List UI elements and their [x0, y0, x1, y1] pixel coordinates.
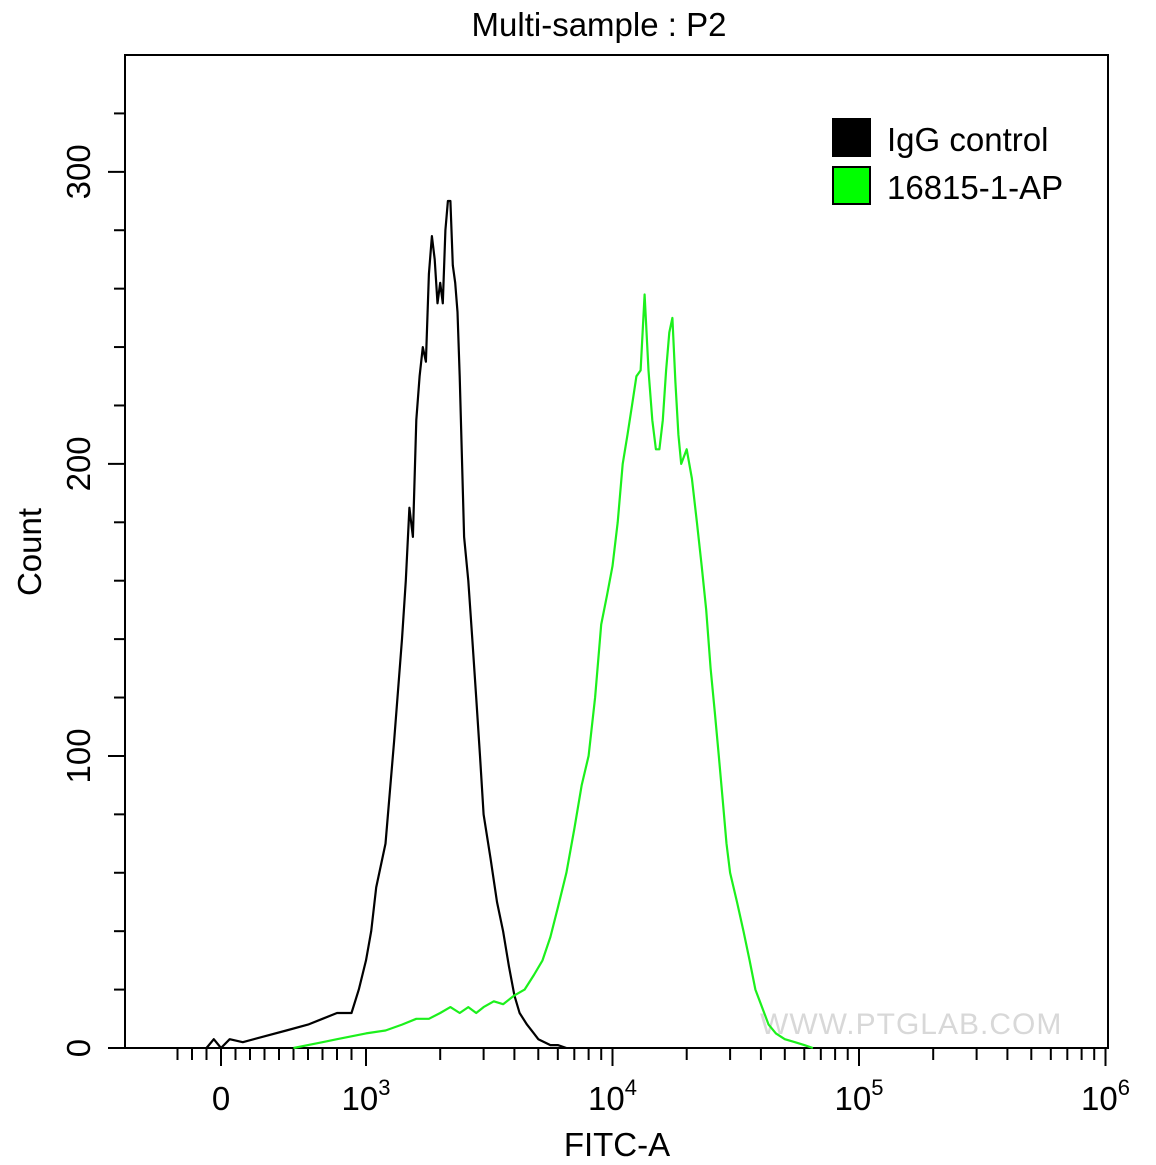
legend: IgG control 16815-1-AP [832, 118, 1063, 206]
legend-swatch-16815-1-ap [832, 166, 871, 205]
x-axis: 0 103 104 105 106 [176, 1048, 1130, 1117]
series-line-igg-control [205, 199, 567, 1050]
watermark-text: WWW.PTGLAB.COM [760, 1008, 1062, 1041]
x-tick-label: 105 [835, 1075, 884, 1117]
series-line-16815-1-ap [293, 293, 814, 1050]
y-axis: 0 100 200 300 [60, 112, 125, 1057]
series-layer [205, 199, 814, 1050]
y-tick-label: 300 [60, 144, 97, 199]
x-axis-label: FITC-A [564, 1126, 670, 1163]
x-tick-label: 106 [1081, 1075, 1130, 1117]
x-tick-label: 0 [212, 1080, 230, 1117]
legend-swatch-igg-control [832, 118, 871, 157]
legend-label-igg-control: IgG control [887, 121, 1048, 158]
x-tick-label: 103 [342, 1075, 391, 1117]
plot-frame [124, 54, 1109, 1049]
y-tick-label: 0 [60, 1039, 97, 1057]
legend-label-16815-1-ap: 16815-1-AP [887, 169, 1063, 206]
x-tick-label: 104 [588, 1075, 637, 1117]
y-tick-label: 100 [60, 728, 97, 783]
y-tick-label: 200 [60, 436, 97, 491]
chart-title: Multi-sample : P2 [472, 6, 727, 43]
y-axis-label: Count [11, 508, 48, 596]
